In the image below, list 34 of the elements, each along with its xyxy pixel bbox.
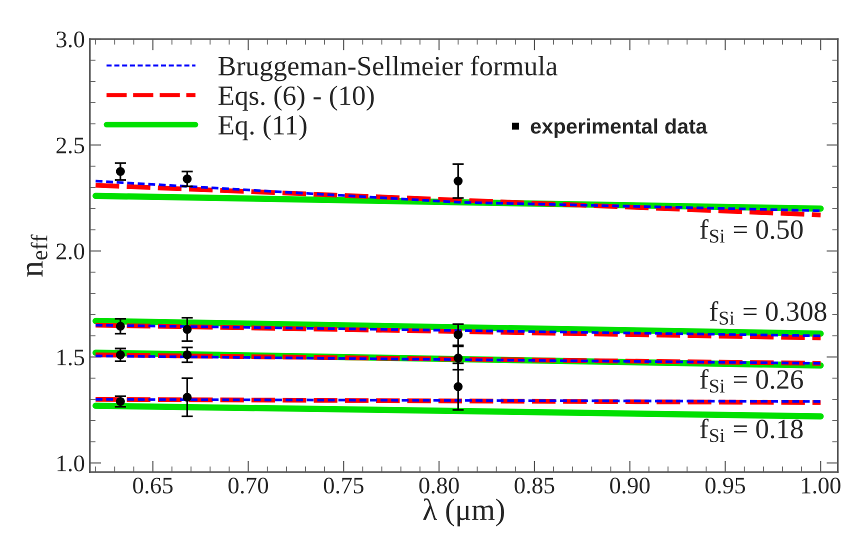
point bbox=[182, 174, 192, 184]
point bbox=[116, 322, 125, 331]
annotation: f$_{Si}$ = 0.308 bbox=[710, 301, 826, 325]
y-tick-label: 3.0 bbox=[56, 32, 84, 48]
y-tick-label: 1.5 bbox=[58, 350, 84, 366]
x-tick-label: 0.95 bbox=[705, 478, 745, 494]
x-tick-label: 0.80 bbox=[419, 478, 459, 494]
x-tick-label: 0.70 bbox=[228, 478, 268, 494]
x-tick-label: 0.85 bbox=[514, 478, 554, 494]
annotation: f$_{Si}$ = 0.18 bbox=[700, 418, 803, 442]
legend-label: Bruggeman-Sellmeier formula bbox=[218, 56, 558, 82]
point bbox=[182, 350, 192, 360]
point bbox=[454, 176, 463, 186]
y-tick-label: 2.0 bbox=[56, 243, 84, 260]
point bbox=[454, 330, 463, 340]
annotation: f$_{Si}$ = 0.26 bbox=[700, 369, 803, 393]
annotation: f$_{Si}$ = 0.50 bbox=[700, 219, 803, 243]
legend-label: Eqs. (6) - (10) bbox=[218, 86, 374, 111]
y-axis-title: n$_{eff}$ bbox=[26, 234, 48, 277]
y-tick-label: 1.0 bbox=[58, 455, 84, 472]
point bbox=[116, 350, 125, 360]
x-tick-label: 0.75 bbox=[324, 478, 364, 494]
point bbox=[182, 392, 192, 402]
point bbox=[454, 354, 463, 363]
x-axis-title: λ (μm) bbox=[423, 498, 504, 526]
x-tick-label: 0.90 bbox=[610, 478, 650, 494]
point bbox=[182, 324, 192, 334]
x-tick-label: 0.65 bbox=[133, 478, 173, 494]
legend-label: experimental data bbox=[530, 118, 708, 138]
legend-label: Eq. (11) bbox=[218, 115, 306, 140]
point bbox=[454, 382, 463, 392]
y-tick-label: 2.5 bbox=[56, 138, 84, 154]
x-tick-label: 1.00 bbox=[802, 478, 840, 494]
point bbox=[116, 167, 125, 176]
